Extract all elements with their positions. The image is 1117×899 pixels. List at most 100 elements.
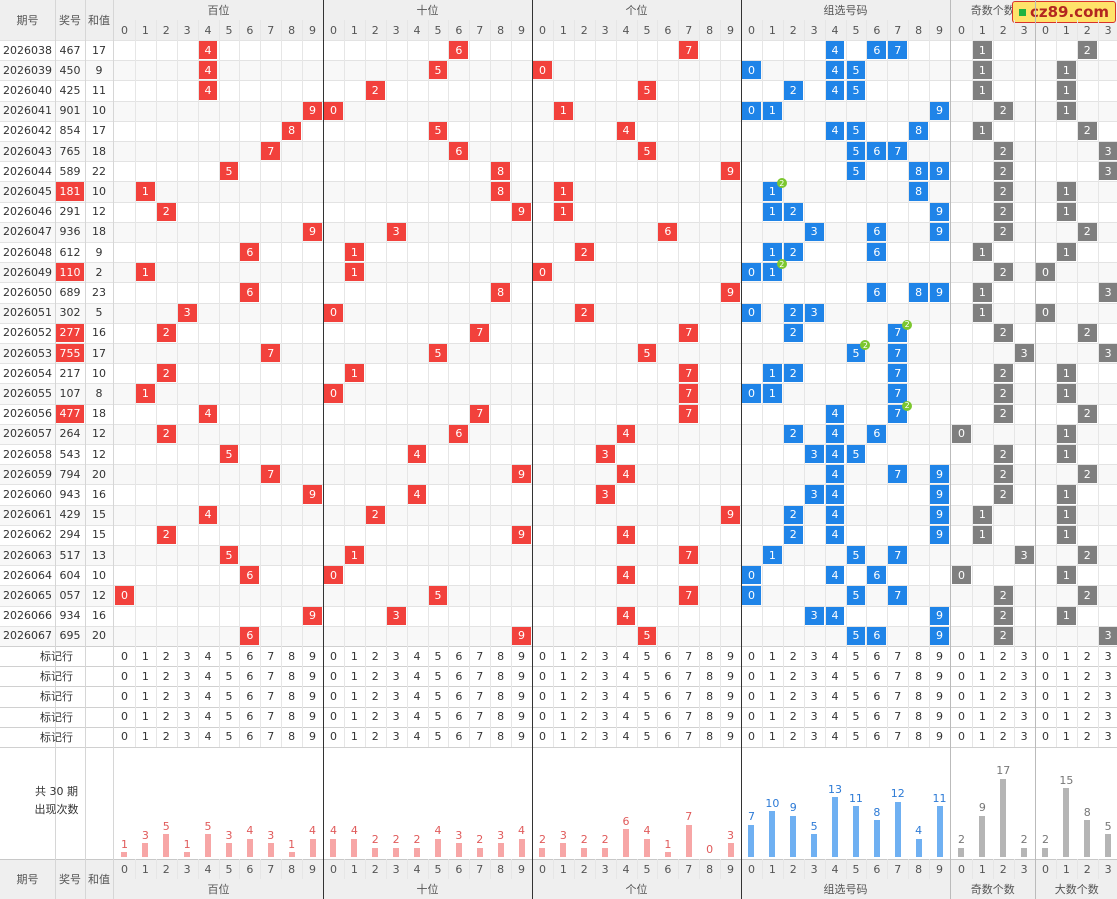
mark-cell[interactable]: 3	[392, 730, 400, 744]
mark-row-label[interactable]: 标记行	[40, 650, 73, 664]
mark-cell[interactable]: 1	[978, 689, 986, 703]
mark-cell[interactable]: 2	[999, 669, 1007, 683]
mark-cell[interactable]: 3	[392, 669, 400, 683]
mark-cell[interactable]: 7	[267, 649, 275, 663]
mark-cell[interactable]: 9	[727, 710, 735, 724]
mark-cell[interactable]: 1	[141, 669, 149, 683]
mark-cell[interactable]: 9	[936, 730, 944, 744]
mark-cell[interactable]: 2	[580, 689, 588, 703]
mark-cell[interactable]: 2	[789, 730, 797, 744]
mark-cell[interactable]: 8	[288, 669, 296, 683]
mark-cell[interactable]: 7	[894, 649, 902, 663]
mark-cell[interactable]: 6	[664, 730, 672, 744]
mark-cell[interactable]: 3	[601, 689, 609, 703]
mark-cell[interactable]: 8	[706, 689, 714, 703]
mark-cell[interactable]: 3	[183, 710, 191, 724]
mark-cell[interactable]: 7	[267, 710, 275, 724]
mark-cell[interactable]: 4	[413, 730, 421, 744]
mark-cell[interactable]: 4	[831, 669, 839, 683]
mark-cell[interactable]: 2	[1083, 649, 1091, 663]
mark-cell[interactable]: 4	[204, 669, 212, 683]
mark-row-label[interactable]: 标记行	[40, 670, 73, 684]
mark-cell[interactable]: 8	[497, 689, 505, 703]
mark-cell[interactable]: 0	[329, 730, 337, 744]
mark-cell[interactable]: 8	[706, 730, 714, 744]
mark-cell[interactable]: 7	[267, 669, 275, 683]
mark-cell[interactable]: 0	[538, 669, 546, 683]
mark-cell[interactable]: 3	[1104, 669, 1112, 683]
mark-cell[interactable]: 1	[978, 669, 986, 683]
mark-cell[interactable]: 2	[1083, 689, 1091, 703]
mark-cell[interactable]: 6	[455, 730, 463, 744]
mark-cell[interactable]: 2	[789, 689, 797, 703]
mark-cell[interactable]: 6	[873, 649, 881, 663]
mark-cell[interactable]: 8	[497, 669, 505, 683]
mark-cell[interactable]: 3	[1020, 710, 1028, 724]
mark-cell[interactable]: 7	[476, 689, 484, 703]
mark-cell[interactable]: 0	[1041, 710, 1049, 724]
mark-cell[interactable]: 0	[120, 710, 128, 724]
mark-cell[interactable]: 2	[580, 649, 588, 663]
mark-cell[interactable]: 6	[246, 710, 254, 724]
mark-cell[interactable]: 6	[664, 649, 672, 663]
mark-cell[interactable]: 2	[789, 649, 797, 663]
mark-cell[interactable]: 2	[371, 710, 379, 724]
mark-cell[interactable]: 5	[852, 649, 860, 663]
mark-cell[interactable]: 5	[643, 730, 651, 744]
mark-cell[interactable]: 5	[225, 689, 233, 703]
mark-cell[interactable]: 2	[371, 730, 379, 744]
mark-cell[interactable]: 8	[497, 649, 505, 663]
mark-cell[interactable]: 2	[999, 710, 1007, 724]
mark-cell[interactable]: 9	[518, 669, 526, 683]
mark-cell[interactable]: 1	[978, 649, 986, 663]
mark-cell[interactable]: 9	[518, 710, 526, 724]
mark-cell[interactable]: 1	[141, 730, 149, 744]
mark-cell[interactable]: 0	[1041, 669, 1049, 683]
mark-cell[interactable]: 3	[1020, 649, 1028, 663]
mark-cell[interactable]: 3	[601, 710, 609, 724]
mark-cell[interactable]: 3	[183, 689, 191, 703]
mark-cell[interactable]: 9	[727, 730, 735, 744]
mark-cell[interactable]: 8	[288, 649, 296, 663]
mark-cell[interactable]: 6	[873, 669, 881, 683]
mark-cell[interactable]: 3	[1020, 669, 1028, 683]
mark-cell[interactable]: 7	[476, 710, 484, 724]
mark-cell[interactable]: 6	[246, 689, 254, 703]
mark-cell[interactable]: 8	[706, 649, 714, 663]
mark-cell[interactable]: 8	[288, 710, 296, 724]
mark-cell[interactable]: 4	[413, 689, 421, 703]
mark-cell[interactable]: 4	[622, 649, 630, 663]
mark-cell[interactable]: 9	[518, 730, 526, 744]
mark-cell[interactable]: 4	[622, 689, 630, 703]
mark-cell[interactable]: 4	[413, 710, 421, 724]
mark-cell[interactable]: 8	[497, 730, 505, 744]
mark-cell[interactable]: 1	[1062, 689, 1070, 703]
mark-cell[interactable]: 5	[434, 710, 442, 724]
mark-cell[interactable]: 0	[538, 689, 546, 703]
mark-cell[interactable]: 4	[413, 669, 421, 683]
mark-cell[interactable]: 3	[810, 710, 818, 724]
mark-cell[interactable]: 5	[434, 730, 442, 744]
mark-cell[interactable]: 1	[1062, 710, 1070, 724]
mark-cell[interactable]: 9	[309, 669, 317, 683]
mark-cell[interactable]: 0	[957, 649, 965, 663]
mark-cell[interactable]: 3	[601, 730, 609, 744]
mark-cell[interactable]: 5	[852, 689, 860, 703]
mark-cell[interactable]: 1	[1062, 730, 1070, 744]
mark-cell[interactable]: 7	[267, 689, 275, 703]
mark-cell[interactable]: 2	[580, 669, 588, 683]
mark-cell[interactable]: 9	[936, 710, 944, 724]
mark-cell[interactable]: 6	[455, 710, 463, 724]
mark-cell[interactable]: 1	[350, 669, 358, 683]
mark-cell[interactable]: 9	[518, 689, 526, 703]
mark-cell[interactable]: 7	[894, 710, 902, 724]
mark-cell[interactable]: 7	[894, 689, 902, 703]
mark-cell[interactable]: 1	[978, 710, 986, 724]
mark-cell[interactable]: 3	[1104, 689, 1112, 703]
mark-cell[interactable]: 4	[204, 710, 212, 724]
mark-cell[interactable]: 7	[476, 649, 484, 663]
mark-cell[interactable]: 3	[810, 649, 818, 663]
mark-cell[interactable]: 1	[559, 730, 567, 744]
mark-cell[interactable]: 1	[559, 669, 567, 683]
mark-cell[interactable]: 1	[559, 710, 567, 724]
